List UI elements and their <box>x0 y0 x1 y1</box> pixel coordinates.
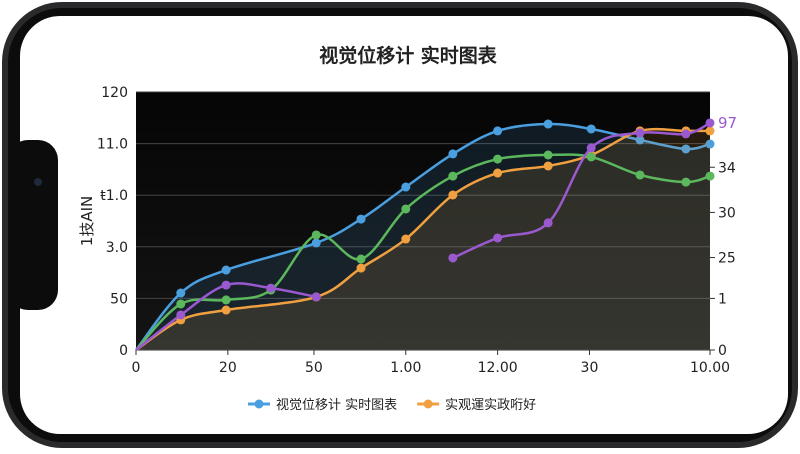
area <box>136 124 710 350</box>
data-point <box>448 190 458 200</box>
legend-label: 实观運实政哘好 <box>445 398 536 413</box>
data-point <box>356 254 366 264</box>
data-point <box>448 171 458 181</box>
data-point <box>448 253 458 263</box>
x-tick-label: 10.00 <box>690 360 730 376</box>
notch <box>8 140 58 310</box>
legend-dot <box>423 399 433 409</box>
data-point <box>221 265 231 275</box>
x-tick-label: 1.00 <box>390 360 421 376</box>
x-tick-label: 0 <box>132 360 141 376</box>
area <box>136 129 710 350</box>
data-point <box>221 280 231 290</box>
y-tick-label: 50 <box>110 291 128 307</box>
data-point <box>221 305 231 315</box>
data-point <box>681 129 691 139</box>
data-point <box>176 310 186 320</box>
data-point <box>356 263 366 273</box>
data-point <box>311 292 321 302</box>
data-point <box>586 124 596 134</box>
x-tick-label: 12.00 <box>478 360 518 376</box>
y-tick-label: 0 <box>119 343 128 359</box>
data-point <box>401 182 411 192</box>
y-tick-label: ŧ1.0 <box>100 188 128 204</box>
data-point <box>635 135 645 145</box>
x-tick-label: 50 <box>305 360 323 376</box>
data-point <box>705 139 715 149</box>
data-point <box>635 128 645 138</box>
data-point <box>401 204 411 214</box>
data-point <box>493 233 503 243</box>
data-point <box>448 149 458 159</box>
data-point <box>681 177 691 187</box>
data-point <box>493 126 503 136</box>
chart-title: 视觉位移计 实时图表 <box>319 44 498 67</box>
y-tick-label: 11.0 <box>97 137 128 153</box>
data-point <box>543 161 553 171</box>
legend-label: 视觉位移计 实时图表 <box>276 398 397 413</box>
data-point <box>705 118 715 128</box>
y2-tick-label: 30 <box>718 205 736 221</box>
data-point <box>543 119 553 129</box>
data-point <box>635 170 645 180</box>
data-point <box>681 144 691 154</box>
data-point <box>176 299 186 309</box>
y-tick-label: 3.0 <box>106 240 128 256</box>
data-point <box>543 150 553 160</box>
camera <box>34 178 42 186</box>
x-tick-label: 30 <box>581 360 599 376</box>
data-point <box>401 234 411 244</box>
data-point <box>221 295 231 305</box>
y2-tick-label: 0 <box>718 343 727 359</box>
data-point <box>311 230 321 240</box>
y2-tick-label: 25 <box>718 251 736 267</box>
data-point <box>493 168 503 178</box>
legend-dot <box>254 399 264 409</box>
data-point <box>176 288 186 298</box>
data-point <box>543 218 553 228</box>
y2-tick-label: 34 <box>718 160 736 176</box>
y2-tick-label: 1 <box>718 291 727 307</box>
x-tick-label: 20 <box>219 360 237 376</box>
data-point <box>586 143 596 153</box>
data-point <box>493 154 503 164</box>
y-tick-label: 120 <box>101 85 128 101</box>
data-point <box>311 238 321 248</box>
data-point <box>356 214 366 224</box>
data-point <box>705 171 715 181</box>
data-point <box>586 152 596 162</box>
annotation: 97 <box>718 114 737 132</box>
data-point <box>705 126 715 136</box>
data-point <box>266 283 276 293</box>
y-axis-label: 1技AIN <box>78 196 96 246</box>
